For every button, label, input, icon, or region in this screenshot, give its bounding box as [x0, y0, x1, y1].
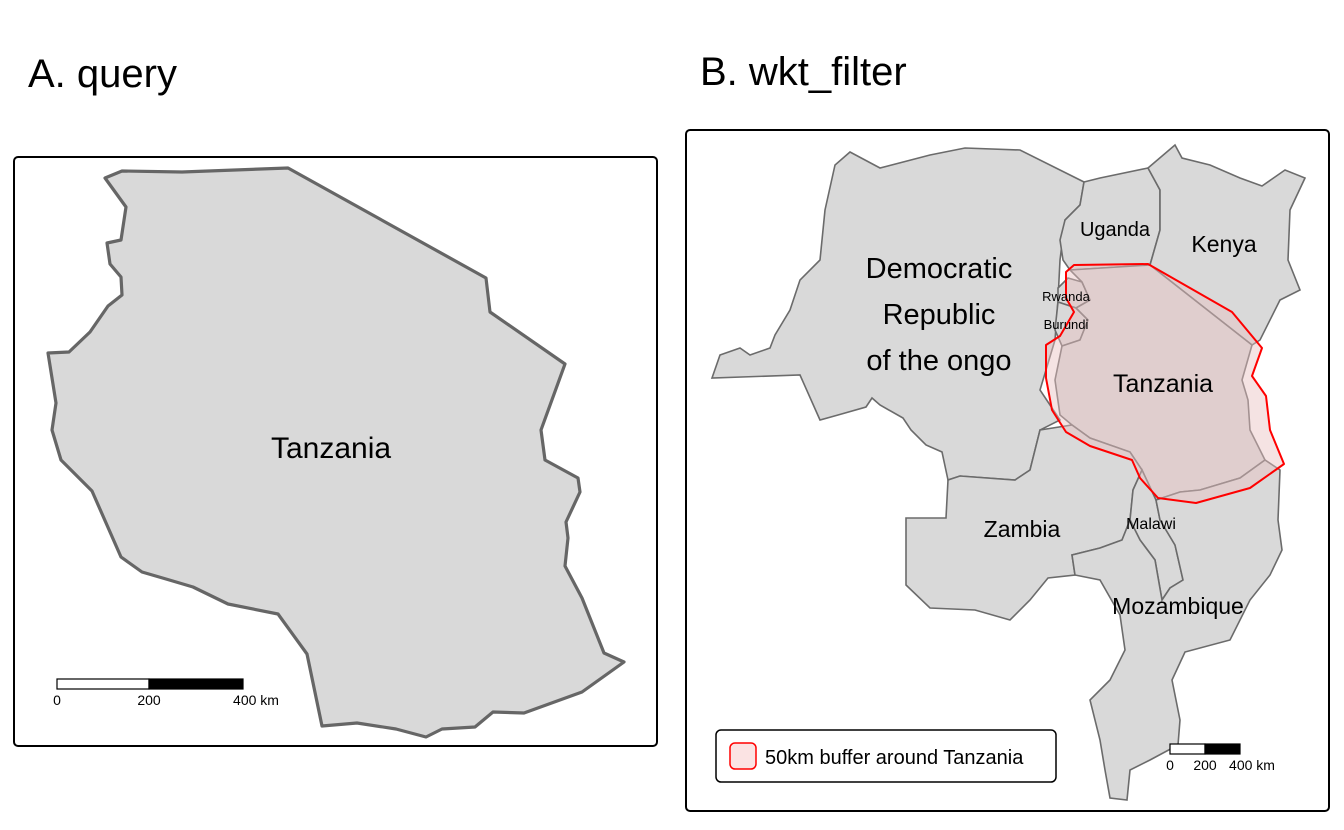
legend-box	[715, 729, 1057, 783]
label-tanzania: Tanzania	[271, 432, 391, 465]
scale-tick-200: 200	[1193, 757, 1217, 773]
country-zambia[interactable]	[905, 424, 1143, 621]
buffer-50km-tanzania[interactable]	[1045, 263, 1285, 504]
country-tanzania[interactable]	[46, 166, 626, 739]
label-kenya: Kenya	[1191, 231, 1256, 257]
scale-bar-black	[148, 678, 244, 690]
scale-tick-0: 0	[53, 692, 61, 708]
label-drc-line2: Republic	[883, 299, 996, 331]
scale-tick-400: 400 km	[233, 692, 279, 708]
label-mozambique: Mozambique	[1112, 593, 1244, 619]
panel-title-query: A. query	[28, 52, 177, 96]
scale-tick-0: 0	[1166, 757, 1174, 773]
legend-label: 50km buffer around Tanzania	[765, 747, 1024, 769]
label-burundi: Burundi	[1044, 317, 1089, 332]
label-zambia: Zambia	[984, 516, 1061, 542]
scale-bar-white	[1169, 743, 1206, 755]
scale-bar: 0 200 400 km	[1166, 743, 1275, 773]
scale-tick-400: 400 km	[1229, 757, 1275, 773]
label-rwanda: Rwanda	[1042, 289, 1090, 304]
map-wkt-filter[interactable]: Democratic Republic of the ongo Uganda K…	[672, 0, 1344, 830]
label-drc-line3: of the ongo	[866, 345, 1011, 377]
panel-title-wkt-filter: B. wkt_filter	[700, 50, 907, 94]
label-malawi: Malawi	[1126, 516, 1176, 533]
scale-bar: 0 200 400 km	[53, 678, 279, 708]
country-mozambique[interactable]	[1071, 459, 1283, 801]
label-uganda: Uganda	[1080, 219, 1151, 241]
map-query[interactable]: Tanzania 0 200 400 km	[0, 0, 672, 830]
scale-bar-white	[56, 678, 150, 690]
legend-swatch-buffer	[729, 742, 757, 770]
country-kenya[interactable]	[1146, 143, 1307, 346]
scale-tick-200: 200	[137, 692, 161, 708]
label-tanzania: Tanzania	[1113, 370, 1213, 398]
scale-bar-black	[1204, 743, 1241, 755]
label-drc-line1: Democratic	[866, 253, 1013, 285]
legend: 50km buffer around Tanzania	[715, 729, 1057, 783]
